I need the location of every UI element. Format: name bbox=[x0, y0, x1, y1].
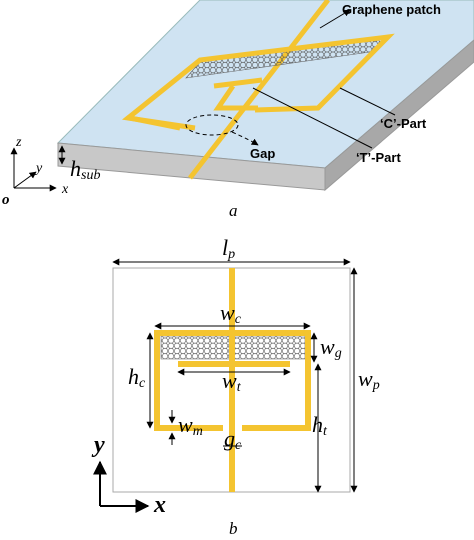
dim: p bbox=[227, 247, 235, 262]
axes-b: y x bbox=[91, 432, 166, 518]
axis-label: o bbox=[2, 192, 10, 208]
dim: m bbox=[193, 424, 203, 439]
svg-text:wm: wm bbox=[178, 412, 203, 439]
svg-text:wp: wp bbox=[358, 366, 380, 393]
axes-a: z y x o bbox=[2, 135, 69, 208]
antenna-2d bbox=[154, 268, 311, 492]
dim: h bbox=[312, 412, 323, 437]
dim: t bbox=[323, 424, 328, 439]
svg-text:hc: hc bbox=[128, 364, 146, 391]
svg-text:ht: ht bbox=[312, 412, 328, 439]
caption: a bbox=[229, 201, 238, 220]
dim: t bbox=[237, 380, 242, 395]
pointer bbox=[319, 9, 351, 29]
axis-label: z bbox=[15, 135, 22, 150]
antenna-3d bbox=[121, 0, 395, 180]
dim: w bbox=[222, 368, 237, 393]
dimensions: lp wc wg hc wt wp ht wm gc bbox=[112, 235, 380, 493]
dim: c bbox=[139, 376, 146, 391]
dim: c bbox=[235, 438, 242, 453]
pointer bbox=[339, 87, 396, 116]
dim: p bbox=[372, 378, 380, 393]
dim: g bbox=[335, 346, 342, 361]
axis-label: x bbox=[153, 492, 166, 518]
svg-text:wc: wc bbox=[220, 300, 242, 327]
dim: h bbox=[128, 364, 139, 389]
dim: l bbox=[222, 235, 228, 260]
dim: w bbox=[320, 334, 335, 359]
svg-text:wt: wt bbox=[222, 368, 242, 395]
caption: b bbox=[229, 519, 238, 538]
dim: w bbox=[358, 366, 373, 391]
dim: w bbox=[220, 300, 235, 325]
svg-text:gc: gc bbox=[224, 426, 242, 453]
axis-label: y bbox=[34, 161, 43, 176]
axis-label: x bbox=[61, 182, 69, 197]
dim: w bbox=[178, 412, 193, 437]
pointer bbox=[231, 131, 259, 146]
label: ‘C’-Part bbox=[380, 116, 427, 131]
label: ‘T’-Part bbox=[356, 150, 401, 165]
label: Gap bbox=[250, 146, 275, 161]
svg-text:lp: lp bbox=[222, 235, 235, 262]
pointer bbox=[252, 87, 373, 149]
label: Graphene patch bbox=[342, 2, 441, 17]
dim: c bbox=[235, 312, 242, 327]
svg-text:wg: wg bbox=[320, 334, 342, 361]
axis-label: y bbox=[91, 432, 105, 458]
dimension-label: hsub bbox=[70, 156, 100, 183]
dim: g bbox=[224, 426, 235, 451]
